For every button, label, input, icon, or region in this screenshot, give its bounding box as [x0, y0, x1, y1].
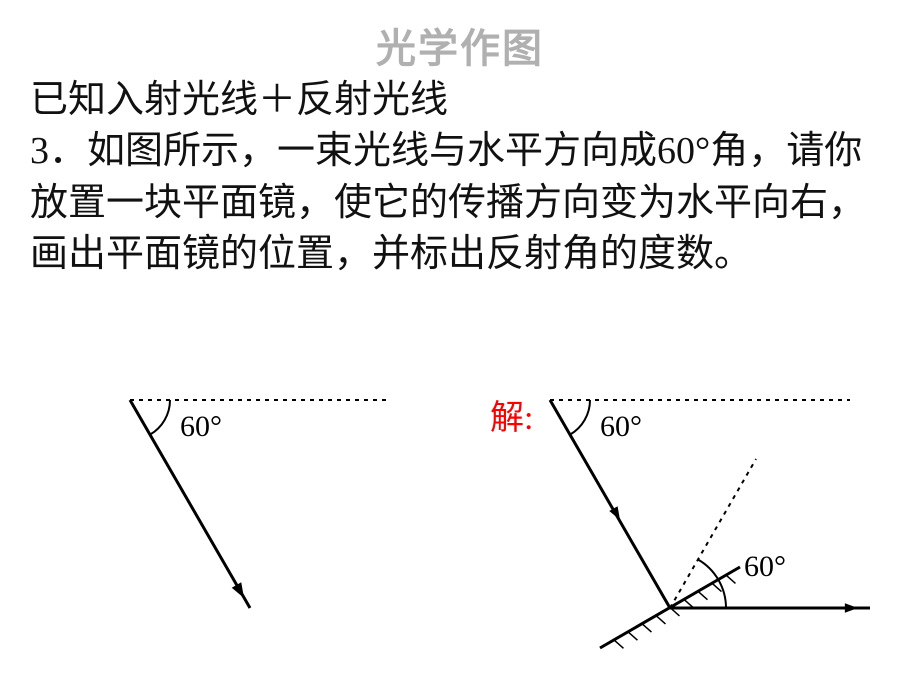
subtitle-line: 已知入射光线＋反射光线: [30, 79, 448, 121]
diagram-given: 60°: [120, 380, 400, 640]
svg-text:60°: 60°: [744, 550, 786, 583]
page-title: 光学作图: [0, 16, 920, 74]
diagram-solution-svg: 60° 60°: [540, 380, 890, 650]
slide-root: { "title": { "text": "光学作图", "color": "#…: [0, 0, 920, 690]
problem-text-block: 已知入射光线＋反射光线 3．如图所示，一束光线与水平方向成60°角，请你放置一块…: [30, 75, 900, 280]
diagram-solution: 60° 60°: [540, 380, 890, 650]
diagram-given-svg: 60°: [120, 380, 400, 640]
svg-text:60°: 60°: [600, 410, 642, 443]
svg-text:60°: 60°: [180, 410, 222, 443]
problem-text: 如图所示，一束光线与水平方向成60°角，请你放置一块平面镜，使它的传播方向变为水…: [30, 130, 866, 275]
answer-label: 解:: [490, 390, 533, 439]
problem-number: 3．: [30, 130, 87, 172]
title-text: 光学作图: [376, 26, 544, 71]
answer-label-text: 解:: [490, 400, 533, 437]
